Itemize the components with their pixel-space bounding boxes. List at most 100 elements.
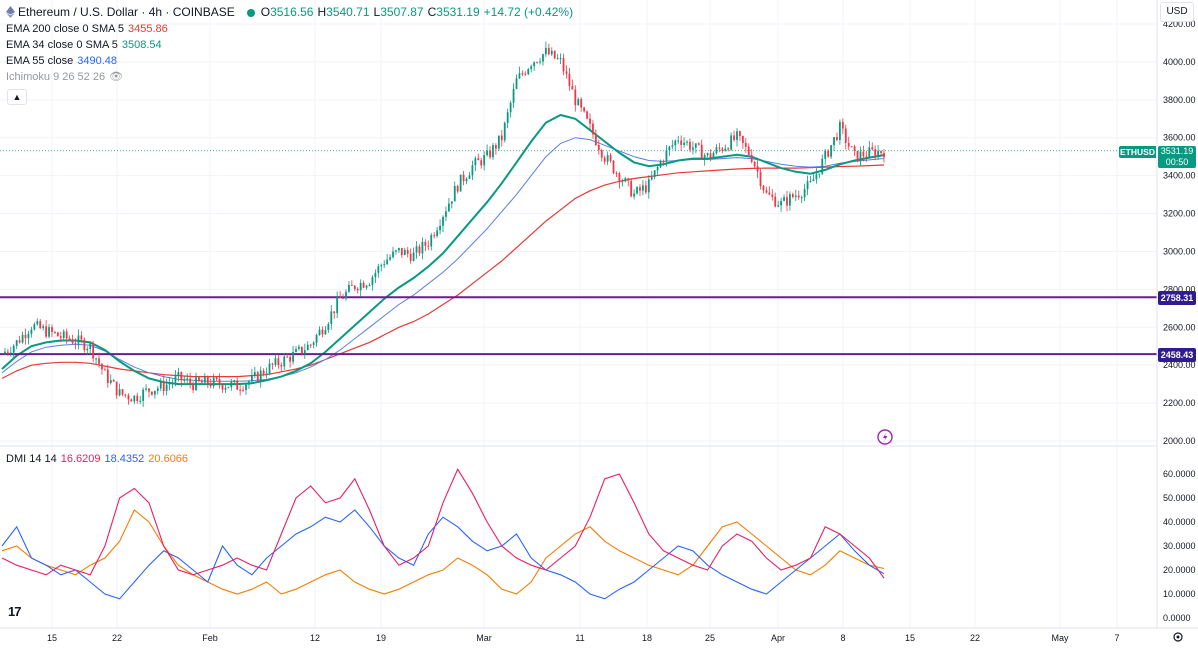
plus-di-line[interactable] [1,509,885,600]
candle-body [309,344,312,346]
candle-body [827,150,830,157]
candle-body [36,321,39,325]
candle-body [533,62,536,67]
legend-dmi[interactable]: DMI 14 14 16.6209 18.4352 20.6066 [6,452,192,467]
candle-body [724,148,727,151]
candle-body [330,311,333,325]
candle-body [880,150,882,153]
candle-body [168,383,171,385]
candle-body [736,131,738,140]
candle-body [662,161,665,163]
candle-body [586,111,588,119]
candle-body [456,185,459,192]
candle-body [151,391,153,395]
candle-body [462,174,465,182]
candle-body [24,334,27,339]
symbol-title[interactable]: Ethereum / U.S. Dollar · 4h · COINBASE [18,5,235,19]
candle-body [568,73,571,87]
candle-body [868,147,871,157]
candle-body [133,395,136,402]
time-tick-label: Mar [476,633,492,643]
candle-body [42,326,45,329]
candle-body [130,399,133,402]
lightning-icon[interactable] [877,429,893,445]
candle-body [618,173,621,183]
candle-body [398,248,400,251]
candle-body [283,356,286,367]
dmi-label: DMI 14 14 [6,453,57,465]
candle-body [856,150,859,162]
candle-body [165,384,168,392]
level-tag-lower: 2458.43 [1158,348,1196,362]
candle-body [733,135,735,140]
candle-body [92,343,95,359]
candle-body [789,194,791,206]
low-value: 3507.87 [380,5,424,19]
candle-body [862,151,865,157]
candle-body [633,193,635,197]
candle-body [224,387,227,390]
ema34-line[interactable] [1,113,885,386]
candle-body [815,174,818,180]
candle-body [824,150,827,159]
candle-body [606,155,609,162]
adx-line[interactable] [1,509,885,595]
price-tick-label: 3200.00 [1163,209,1196,219]
candle-body [450,201,453,204]
candle-body [739,131,741,137]
candle-body [192,383,194,391]
tradingview-logo[interactable]: 17 [8,604,22,619]
candle-body [148,388,150,392]
candle-body [362,282,365,288]
minus-di-line[interactable] [1,468,885,579]
candle-body [830,145,832,157]
candle-body [159,381,162,389]
candle-body [759,171,762,186]
candle-body [492,145,494,158]
candle-body [336,297,339,314]
candle-body [556,58,559,60]
ema55-line[interactable] [1,137,885,382]
candle-body [786,197,788,206]
candle-body [700,144,703,160]
chart-header: Ethereum / U.S. Dollar · 4h · COINBASE O3… [6,5,573,19]
candle-body [277,358,280,366]
candle-body [692,147,694,150]
candle-body [51,327,53,332]
candle-body [212,377,215,387]
candle-body [415,246,418,253]
legend-ema55[interactable]: EMA 55 close 3490.48 [6,54,121,69]
candle-body [800,197,803,199]
candle-body [709,153,712,158]
time-tick-label: 8 [840,633,845,643]
candle-body [312,342,315,345]
eye-hidden-icon[interactable]: 👁︎ [109,71,124,83]
candle-body [853,146,856,151]
candle-body [33,324,36,330]
candle-body [262,370,265,375]
candle-body [359,282,362,291]
legend-ema34[interactable]: EMA 34 close 0 SMA 5 3508.54 [6,38,166,53]
candle-body [562,58,565,72]
dmi-tick-label: 0.0000 [1163,613,1191,623]
candle-body [683,142,685,145]
candle-body [65,331,68,339]
dmi-tick-label: 10.0000 [1163,589,1196,599]
collapse-legend-button[interactable]: ▲ [7,89,27,105]
legend-ichimoku[interactable]: Ichimoku 9 26 52 26 👁︎ [6,70,127,85]
candle-body [271,363,274,365]
candle-body [180,371,183,381]
candle-body [230,382,233,388]
candle-body [668,146,671,151]
candle-body [80,335,83,340]
candle-body [850,146,853,148]
candle-body [245,384,247,391]
close-label: C [427,5,437,19]
candle-body [365,285,368,288]
candle-body [812,179,815,182]
settings-gear-icon[interactable] [1173,632,1183,642]
candle-body [624,178,627,182]
legend-ema200[interactable]: EMA 200 close 0 SMA 5 3455.86 [6,22,172,37]
currency-button[interactable]: USD [1160,2,1194,22]
